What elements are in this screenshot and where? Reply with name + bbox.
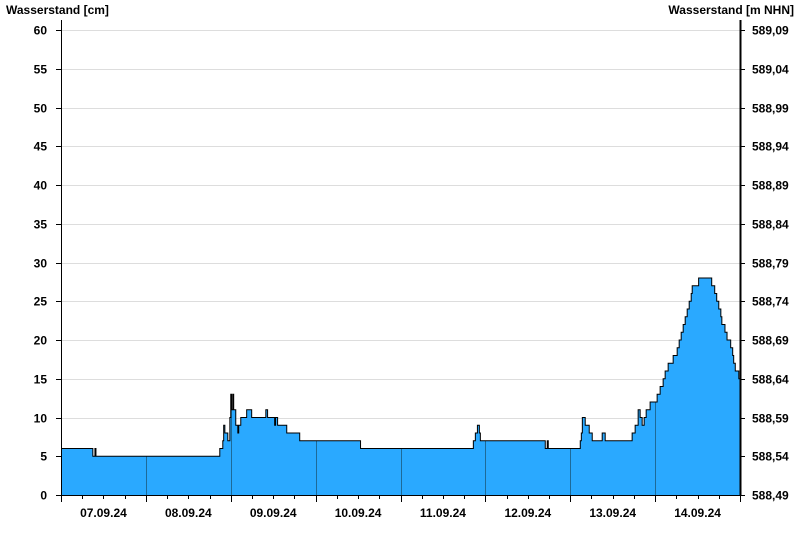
right-tick-label: 588,74 — [752, 295, 789, 309]
water-level-line — [61, 277, 740, 457]
left-tick-label: 45 — [34, 140, 48, 154]
x-tick-label: 09.09.24 — [250, 506, 297, 520]
right-tick-label: 588,59 — [752, 412, 789, 426]
left-tick-label: 15 — [34, 373, 48, 387]
left-tick-label: 55 — [34, 63, 48, 77]
left-tick-label: 60 — [34, 24, 48, 38]
right-tick-label: 588,64 — [752, 373, 789, 387]
left-tick-label: 50 — [34, 102, 48, 116]
right-tick-label: 588,79 — [752, 257, 789, 271]
x-tick-label: 07.09.24 — [80, 506, 127, 520]
x-tick-label: 12.09.24 — [504, 506, 551, 520]
left-tick-label: 30 — [34, 257, 48, 271]
x-tick-label: 13.09.24 — [589, 506, 636, 520]
left-tick-label: 25 — [34, 295, 48, 309]
gridlines — [61, 30, 740, 457]
x-tick-label: 11.09.24 — [420, 506, 466, 520]
right-tick-label: 588,84 — [752, 218, 789, 232]
x-tick-label: 14.09.24 — [674, 506, 721, 520]
left-tick-label: 10 — [34, 412, 48, 426]
tick-labels: 0 588,49 5 588,54 10 588,59 15 588,64 20 588,69 25… — [34, 24, 789, 521]
right-tick-label: 588,54 — [752, 450, 789, 464]
right-tick-label: 588,69 — [752, 334, 789, 348]
left-tick-label: 20 — [34, 334, 48, 348]
axes — [56, 20, 745, 502]
right-axis-title: Wasserstand [m NHN] — [668, 3, 794, 17]
water-level-area — [61, 278, 740, 495]
right-tick-label: 588,94 — [752, 140, 789, 154]
left-tick-label: 5 — [40, 450, 47, 464]
right-tick-label: 588,99 — [752, 102, 789, 116]
x-tick-label: 10.09.24 — [335, 506, 382, 520]
day-dividers — [146, 394, 656, 495]
left-tick-label: 35 — [34, 218, 48, 232]
right-tick-label: 588,49 — [752, 489, 789, 503]
left-axis-title: Wasserstand [cm] — [6, 3, 109, 17]
x-tick-label: 08.09.24 — [165, 506, 212, 520]
right-tick-label: 589,09 — [752, 24, 789, 38]
left-tick-label: 0 — [40, 489, 47, 503]
right-tick-label: 589,04 — [752, 63, 789, 77]
left-tick-label: 40 — [34, 179, 48, 193]
right-tick-label: 588,89 — [752, 179, 789, 193]
